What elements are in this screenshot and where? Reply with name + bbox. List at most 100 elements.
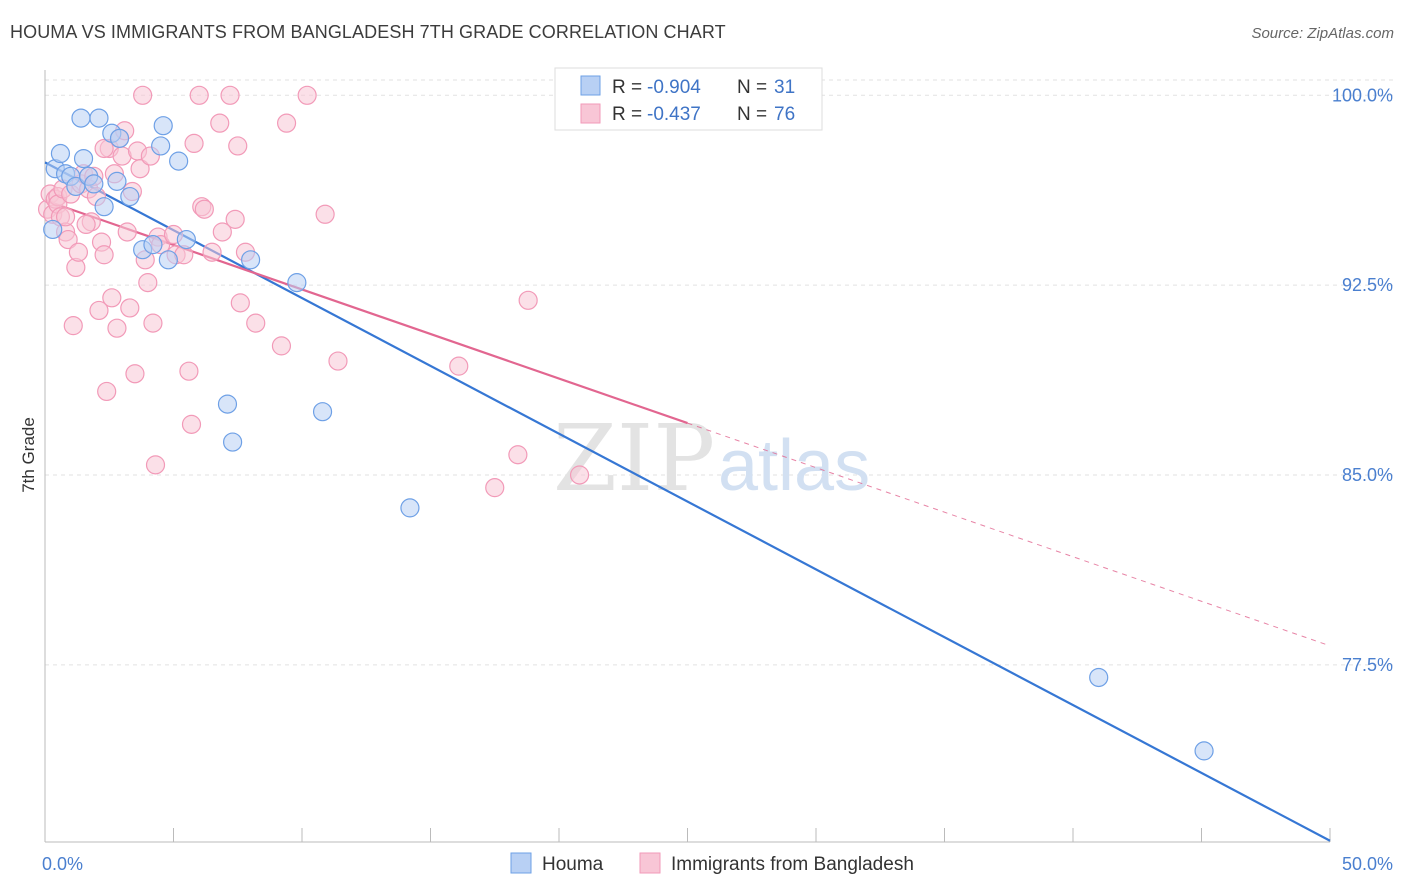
point-series-1-51 (194, 199, 214, 219)
point-series-1-27 (107, 318, 127, 338)
series-legend: Houma Immigrants from Bangladesh (510, 852, 914, 875)
trend-line-series-1 (44, 199, 688, 425)
trend-line-series-0 (44, 161, 1331, 842)
point-series-0-21 (176, 229, 196, 250)
watermark: ZIP atlas (553, 405, 870, 512)
legend-swatch-houma (580, 75, 601, 96)
point-series-1-25 (102, 288, 122, 308)
point-series-1-9 (58, 229, 78, 250)
point-series-1-63 (297, 85, 317, 105)
point-series-1-20 (89, 300, 109, 321)
stats-legend: R = -0.904 N = 31 R = -0.437 N = 76 (554, 67, 823, 131)
bottom-legend-label-houma: Houma (542, 854, 604, 875)
point-series-0-26 (312, 402, 333, 422)
point-series-0-6 (71, 108, 91, 128)
point-series-0-10 (89, 108, 109, 128)
bottom-legend-label-bangladesh: Immigrants from Bangladesh (671, 854, 914, 875)
x-tick-label-0: 0.0% (42, 854, 83, 874)
point-series-0-16 (143, 235, 163, 255)
point-series-1-37 (133, 85, 153, 105)
point-series-1-55 (220, 85, 240, 105)
legend-swatch-bangladesh (580, 103, 601, 124)
point-series-0-13 (107, 171, 127, 191)
point-series-1-49 (189, 85, 209, 105)
chart-title: HOUMA VS IMMIGRANTS FROM BANGLADESH 7TH … (10, 22, 726, 42)
legend-n-value-bangladesh: 76 (774, 104, 795, 125)
point-series-1-36 (130, 159, 150, 179)
point-series-0-18 (153, 116, 173, 136)
legend-n-value-houma: 31 (774, 77, 795, 98)
point-series-1-66 (449, 356, 469, 376)
x-tick-label-1: 50.0% (1342, 854, 1393, 874)
point-series-1-41 (145, 455, 166, 475)
legend-n-label-houma: N = (737, 77, 767, 98)
legend-n-label-bangladesh: N = (737, 104, 767, 125)
legend-r-value-bangladesh: -0.437 (647, 104, 701, 125)
point-series-0-17 (151, 136, 171, 156)
point-series-0-14 (120, 186, 140, 207)
point-series-0-2 (50, 143, 71, 164)
point-series-0-30 (109, 128, 130, 148)
point-series-0-7 (73, 148, 94, 169)
point-series-1-40 (143, 313, 163, 333)
point-series-1-31 (117, 222, 137, 242)
legend-r-label-bangladesh: R = (612, 104, 642, 125)
y-tick-label-1: 92.5% (1342, 275, 1393, 295)
point-series-1-52 (202, 242, 222, 262)
y-tick-labels: 100.0% 92.5% 85.0% 77.5% (1332, 85, 1393, 675)
point-series-0-22 (217, 394, 238, 414)
y-tick-label-3: 77.5% (1342, 655, 1393, 675)
trend-lines (44, 161, 1331, 842)
point-series-1-65 (328, 351, 348, 371)
point-series-1-57 (228, 136, 248, 156)
point-series-1-68 (508, 445, 528, 465)
data-points (37, 85, 1214, 761)
point-series-1-62 (276, 113, 297, 133)
point-series-1-64 (315, 204, 335, 224)
point-series-0-23 (223, 432, 243, 452)
grid-lines (45, 79, 1393, 666)
point-series-1-46 (179, 361, 199, 381)
point-series-1-53 (210, 113, 230, 133)
point-series-1-58 (230, 293, 250, 313)
bottom-legend-swatch-houma (510, 852, 532, 874)
point-series-1-22 (94, 245, 114, 265)
legend-r-value-houma: -0.904 (647, 77, 701, 98)
point-series-0-19 (158, 250, 178, 270)
point-series-0-9 (84, 174, 104, 194)
point-series-1-47 (181, 414, 202, 434)
point-series-1-48 (184, 133, 204, 154)
legend-r-label-houma: R = (612, 77, 642, 98)
point-series-1-38 (138, 273, 158, 293)
point-series-1-34 (125, 364, 145, 384)
watermark-atlas: atlas (718, 426, 870, 506)
bottom-legend-swatch-bangladesh (639, 852, 661, 874)
trend-line-extension-series-1 (687, 422, 1331, 647)
point-series-1-11 (63, 316, 83, 336)
point-series-1-70 (569, 465, 590, 485)
point-series-1-71 (76, 214, 96, 234)
point-series-1-72 (55, 207, 76, 227)
point-series-0-29 (1194, 741, 1214, 761)
watermark-zip: ZIP (553, 405, 715, 512)
point-series-0-20 (169, 151, 189, 171)
point-series-0-28 (1089, 667, 1109, 688)
point-series-0-25 (287, 273, 307, 293)
point-series-0-27 (400, 498, 420, 518)
point-series-0-24 (241, 250, 261, 270)
y-axis-label: 7th Grade (19, 417, 38, 493)
y-tick-label-2: 85.0% (1342, 465, 1393, 485)
point-series-1-54 (212, 222, 232, 242)
point-series-1-13 (68, 242, 89, 262)
point-series-1-56 (225, 209, 245, 229)
y-tick-label-0: 100.0% (1332, 85, 1393, 105)
point-series-1-32 (120, 298, 140, 318)
point-series-1-73 (94, 138, 114, 159)
point-series-1-67 (485, 478, 505, 498)
source-credit: Source: ZipAtlas.com (1251, 25, 1394, 42)
point-series-1-61 (271, 336, 292, 356)
point-series-1-69 (518, 290, 538, 310)
point-series-0-0 (43, 219, 63, 240)
point-series-0-11 (94, 197, 114, 217)
